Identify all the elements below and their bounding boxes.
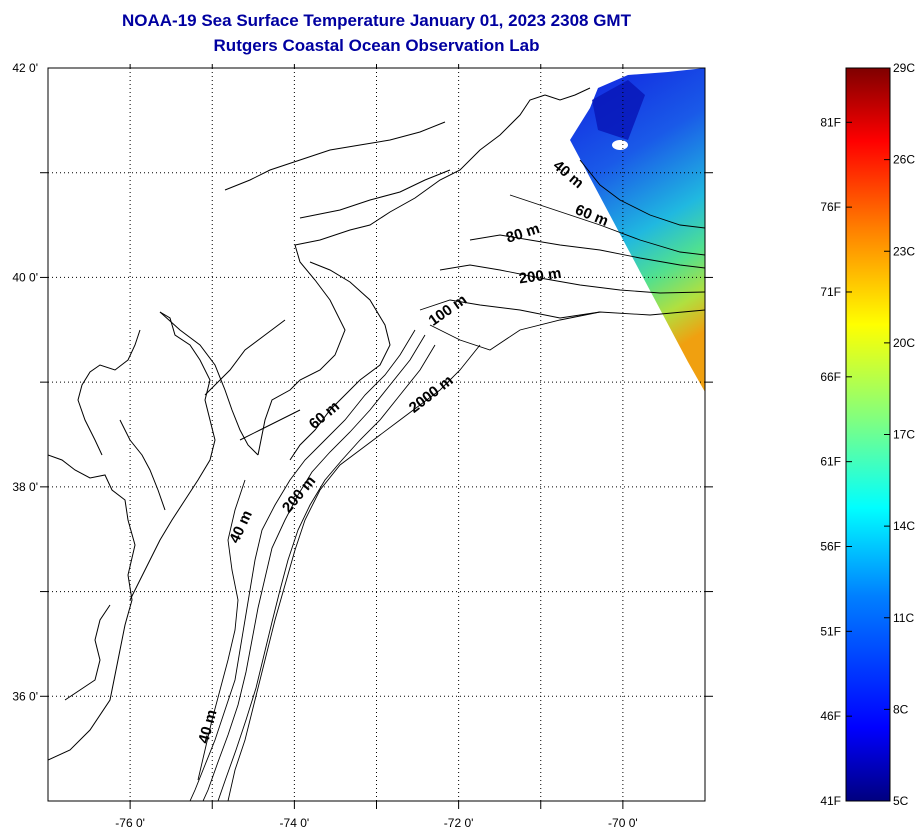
lat-tick-label: 42 0' — [12, 61, 38, 75]
colorbar-labels: 29C 26C 23C 20C 17C 14C 11C 8C 5C 81F 76F 71F 66F 61F… — [820, 61, 915, 808]
lat-tick-label: 38 0' — [12, 480, 38, 494]
fahrenheit-label: 41F — [820, 794, 841, 808]
celsius-label: 14C — [893, 519, 915, 533]
fahrenheit-label: 56F — [820, 539, 841, 553]
celsius-label: 29C — [893, 61, 915, 75]
fahrenheit-label: 81F — [820, 115, 841, 129]
bathymetry-contours — [189, 159, 705, 801]
celsius-label: 26C — [893, 153, 915, 167]
contour-label: 200 m — [518, 265, 562, 288]
lon-tick-label: -72 0' — [444, 816, 474, 830]
celsius-label: 11C — [893, 611, 914, 625]
coastline — [48, 87, 591, 761]
colorbar — [845, 67, 891, 802]
fahrenheit-label: 61F — [820, 455, 841, 469]
contour-label: 40 m — [226, 508, 256, 546]
fahrenheit-label: 51F — [820, 624, 841, 638]
contour-label: 100 m — [426, 291, 471, 329]
lon-tick-label: -74 0' — [280, 816, 310, 830]
fahrenheit-label: 76F — [820, 200, 841, 214]
contour-label: 200 m — [279, 473, 319, 517]
celsius-label: 20C — [893, 336, 915, 350]
graticule — [48, 68, 705, 801]
celsius-label: 5C — [893, 794, 909, 808]
lat-tick-label: 36 0' — [12, 689, 38, 703]
celsius-label: 17C — [893, 428, 915, 442]
lon-tick-label: -76 0' — [115, 816, 145, 830]
celsius-label: 8C — [893, 702, 909, 716]
map-subtitle: Rutgers Coastal Ocean Observation Lab — [213, 36, 540, 55]
fahrenheit-label: 66F — [820, 370, 841, 384]
axis-ticks: 42 0' 40 0' 38 0' 36 0' -76 0' -74 0' -72 0' -7… — [12, 61, 713, 830]
contour-label: 80 m — [504, 220, 542, 247]
fahrenheit-label: 46F — [820, 709, 841, 723]
celsius-label: 23C — [893, 244, 915, 258]
sst-swath — [570, 68, 705, 392]
contour-label: 40 m — [195, 708, 220, 745]
lat-tick-label: 40 0' — [12, 270, 38, 284]
map-title: NOAA-19 Sea Surface Temperature January … — [122, 11, 631, 30]
lon-tick-label: -70 0' — [608, 816, 638, 830]
fahrenheit-label: 71F — [820, 285, 841, 299]
